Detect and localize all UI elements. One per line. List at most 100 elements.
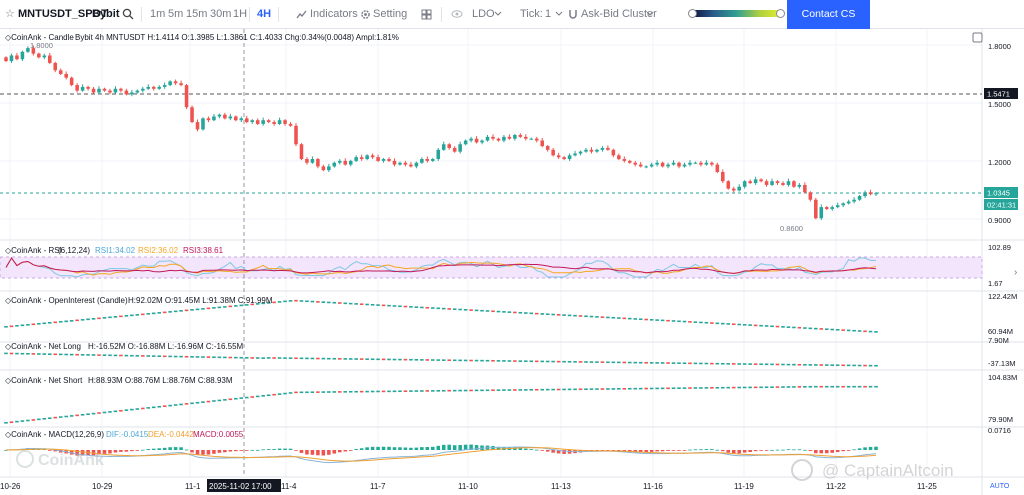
ask-bid-chevron-icon[interactable] (646, 0, 654, 29)
net-long-mark (447, 359, 451, 362)
oi-mark (184, 309, 189, 312)
candle-body (502, 136, 506, 141)
ldo-label[interactable]: LDO (472, 8, 495, 20)
net-short-mark (502, 389, 506, 391)
macd-bar (425, 447, 430, 450)
timeframe-1h[interactable]: 1H (233, 8, 248, 20)
star-icon[interactable]: ☆ (5, 8, 15, 20)
tick-value[interactable]: 1 (545, 8, 552, 20)
candle-body (715, 164, 720, 172)
macd-bar (436, 445, 441, 450)
x-tick-11-10: 11-10 (458, 482, 478, 491)
symbol-name[interactable]: MNTUSDT_SPOT (18, 8, 108, 20)
oi-mark (748, 324, 752, 326)
exchange-name[interactable]: Bybit (92, 8, 120, 20)
oi-mark (655, 319, 659, 321)
tick-chevron-icon[interactable] (555, 0, 563, 29)
pane-settings-icon[interactable] (972, 32, 983, 43)
macd-bar (124, 450, 129, 452)
oi-mark (452, 308, 457, 311)
slider-min-handle[interactable] (688, 9, 697, 18)
x-tick-11-1: 11-1 (185, 482, 201, 491)
oi-mark (255, 303, 260, 305)
net-long-mark (671, 362, 676, 364)
net-long-mark (463, 359, 468, 362)
candle-body (398, 162, 402, 165)
macd-bar (611, 450, 616, 451)
candle-body (655, 162, 659, 165)
net-short-mark (458, 389, 462, 392)
net-long-mark (677, 362, 681, 364)
net-long-mark (699, 362, 703, 365)
oi-mark (250, 303, 255, 306)
candle-body (53, 62, 58, 71)
slider-max-handle[interactable] (776, 9, 785, 18)
candle-body (113, 88, 118, 93)
candle-body (425, 159, 430, 161)
oi-mark (792, 326, 796, 329)
macd-bar (781, 449, 785, 451)
candle-body (595, 149, 599, 152)
candle-body (343, 160, 348, 165)
oi-mark (173, 310, 178, 313)
macd-bar (846, 450, 851, 451)
net-long-mark (737, 363, 741, 365)
oi-mark (682, 320, 687, 323)
macd-bar (168, 447, 172, 450)
net-long-mark (524, 360, 528, 363)
net-short-mark (814, 385, 818, 388)
candle-body (370, 155, 375, 158)
candle-body (545, 146, 550, 150)
chevron-down-icon[interactable] (494, 0, 502, 29)
heatmap-gradient-slider[interactable] (688, 9, 785, 18)
candle-body (737, 186, 741, 191)
candle-body (146, 86, 151, 89)
oi-mark (42, 322, 47, 325)
contact-cs-claim-button[interactable]: Contact CS Claim (787, 0, 870, 49)
macd-bar (863, 447, 867, 450)
candle-body (491, 136, 495, 139)
net-long-mark (874, 364, 878, 367)
oi-mark (606, 316, 610, 319)
net-long-mark (223, 356, 227, 359)
net-long-mark (852, 364, 856, 367)
net-short-mark (332, 391, 337, 393)
oi-mark (69, 320, 74, 322)
net-long-mark (573, 361, 577, 363)
net-short-mark (261, 395, 265, 397)
macd-bar (803, 449, 807, 451)
net-long-mark (688, 362, 692, 365)
layout-grid-icon[interactable] (421, 0, 432, 29)
macd-bar (458, 444, 462, 450)
last-price-tag-bg (984, 187, 1018, 198)
candle-body (693, 162, 698, 164)
chevron-right-icon[interactable]: › (1014, 267, 1017, 278)
macd-bar (337, 450, 342, 453)
oi-mark (277, 301, 282, 303)
chart-area[interactable]: CoinAnk @ CaptainAltcoin ◇CoinAnk - Cand… (0, 29, 1024, 495)
auto-scale-toggle[interactable]: AUTO (990, 483, 1010, 490)
indicators-button[interactable]: Indicators (310, 8, 358, 20)
indicators-icon[interactable] (296, 0, 307, 29)
candle-body (699, 162, 703, 165)
macd-dif-line (5, 446, 877, 464)
setting-button[interactable]: Setting (373, 8, 408, 20)
oi-mark (666, 319, 670, 322)
oi-mark (310, 300, 315, 303)
oi-mark (874, 331, 878, 333)
net-short-mark (69, 415, 74, 417)
net-long-mark (797, 363, 802, 366)
timeframe-30m[interactable]: 30m (210, 8, 232, 20)
eye-icon[interactable] (451, 0, 463, 29)
timeframe-15m[interactable]: 15m (186, 8, 208, 20)
magnet-icon[interactable] (568, 0, 578, 29)
ask-bid-cluster-button[interactable]: Ask-Bid Cluster (581, 8, 657, 20)
search-icon[interactable] (122, 0, 134, 29)
macd-bar (288, 448, 293, 450)
timeframe-1m[interactable]: 1m (150, 8, 166, 20)
candle-body (731, 188, 736, 191)
timeframe-4h[interactable]: 4H (257, 8, 272, 20)
timeframe-5m[interactable]: 5m (168, 8, 184, 20)
net-long-source: ◇CoinAnk - Net Long (5, 342, 81, 351)
settings-icon[interactable] (360, 0, 371, 29)
